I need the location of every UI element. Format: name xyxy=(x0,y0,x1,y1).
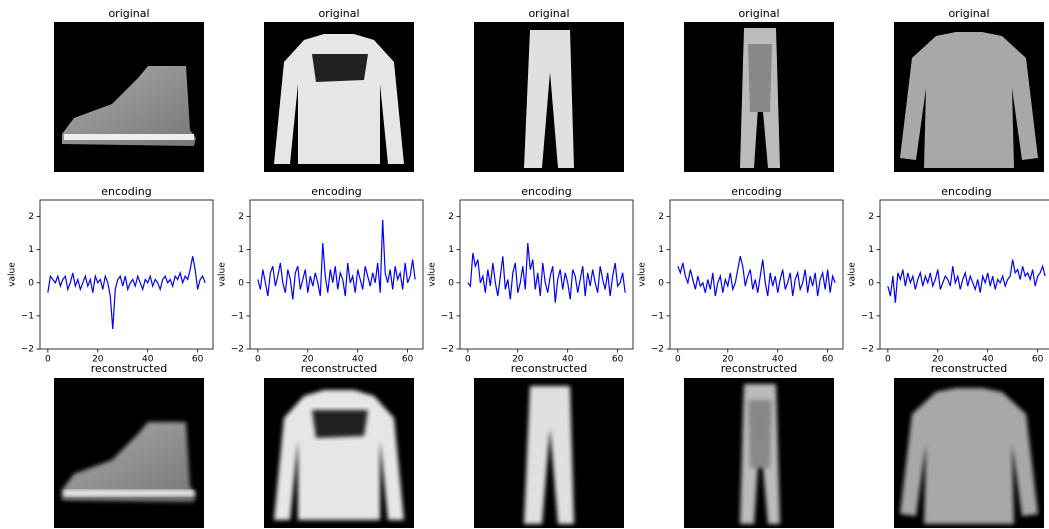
panel-title: encoding xyxy=(731,185,782,198)
page: original original original original original… xyxy=(0,0,1049,529)
garment xyxy=(64,490,194,496)
y-tick-label: −1 xyxy=(231,311,244,321)
y-axis-label: value xyxy=(8,262,18,287)
y-tick-label: −1 xyxy=(21,311,34,321)
y-tick-label: 0 xyxy=(448,278,454,288)
y-tick-label: 2 xyxy=(658,212,664,222)
y-axis-label: value xyxy=(218,262,228,287)
x-tick-label: 20 xyxy=(722,355,734,365)
panel-title: encoding xyxy=(311,185,362,198)
image xyxy=(474,22,624,172)
panel-title: encoding xyxy=(941,185,992,198)
panel-title: original xyxy=(948,7,989,20)
y-tick-label: 1 xyxy=(28,245,34,255)
encoding-line xyxy=(468,243,625,303)
panel-title: encoding xyxy=(101,185,152,198)
y-tick-label: −2 xyxy=(441,345,454,355)
axes-frame xyxy=(40,200,213,349)
encoding-line xyxy=(888,260,1045,303)
panel-title: original xyxy=(528,7,569,20)
garment xyxy=(748,44,772,112)
encoding-line xyxy=(48,256,205,329)
y-axis-label: value xyxy=(428,262,438,287)
x-tick-label: 0 xyxy=(45,355,51,365)
image xyxy=(684,22,834,172)
y-tick-label: 2 xyxy=(868,212,874,222)
y-axis-label: value xyxy=(848,262,858,287)
y-axis-label: value xyxy=(638,262,648,287)
x-tick-label: 0 xyxy=(465,355,471,365)
x-tick-label: 60 xyxy=(192,355,204,365)
y-tick-label: 1 xyxy=(238,245,244,255)
y-tick-label: −2 xyxy=(21,345,34,355)
y-tick-label: 1 xyxy=(868,245,874,255)
x-tick-label: 20 xyxy=(932,355,944,365)
image xyxy=(264,378,414,528)
encoding-line xyxy=(678,256,835,296)
x-tick-label: 40 xyxy=(982,355,994,365)
x-tick-label: 0 xyxy=(675,355,681,365)
x-tick-label: 20 xyxy=(302,355,314,365)
panel-title: original xyxy=(738,7,779,20)
x-tick-label: 60 xyxy=(402,355,414,365)
y-tick-label: −1 xyxy=(441,311,454,321)
x-tick-label: 40 xyxy=(772,355,784,365)
x-tick-label: 20 xyxy=(512,355,524,365)
y-tick-label: −2 xyxy=(651,345,664,355)
image xyxy=(54,378,204,528)
panel-title: original xyxy=(108,7,149,20)
encoding-line xyxy=(258,220,415,299)
image xyxy=(54,22,204,172)
image xyxy=(894,378,1044,528)
image xyxy=(264,22,414,172)
y-tick-label: 2 xyxy=(448,212,454,222)
y-tick-label: 2 xyxy=(28,212,34,222)
y-tick-label: 1 xyxy=(448,245,454,255)
y-tick-label: 2 xyxy=(238,212,244,222)
y-tick-label: 0 xyxy=(28,278,34,288)
x-tick-label: 20 xyxy=(92,355,104,365)
garment xyxy=(64,134,194,140)
y-tick-label: 0 xyxy=(658,278,664,288)
garment xyxy=(748,400,772,468)
y-tick-label: −2 xyxy=(231,345,244,355)
garment xyxy=(312,54,368,82)
x-tick-label: 0 xyxy=(255,355,261,365)
y-tick-label: −2 xyxy=(861,345,874,355)
x-tick-label: 60 xyxy=(612,355,624,365)
x-tick-label: 60 xyxy=(1032,355,1044,365)
x-tick-label: 60 xyxy=(822,355,834,365)
y-tick-label: −1 xyxy=(861,311,874,321)
y-tick-label: −1 xyxy=(651,311,664,321)
figure: original original original original original… xyxy=(0,0,1049,529)
x-tick-label: 40 xyxy=(142,355,154,365)
y-tick-label: 0 xyxy=(238,278,244,288)
image xyxy=(684,378,834,528)
panel-title: original xyxy=(318,7,359,20)
image xyxy=(474,378,624,528)
panel-title: encoding xyxy=(521,185,572,198)
y-tick-label: 1 xyxy=(658,245,664,255)
image xyxy=(894,22,1044,172)
x-tick-label: 0 xyxy=(885,355,891,365)
y-tick-label: 0 xyxy=(868,278,874,288)
garment xyxy=(312,410,368,438)
x-tick-label: 40 xyxy=(352,355,364,365)
axes-frame xyxy=(670,200,843,349)
x-tick-label: 40 xyxy=(562,355,574,365)
